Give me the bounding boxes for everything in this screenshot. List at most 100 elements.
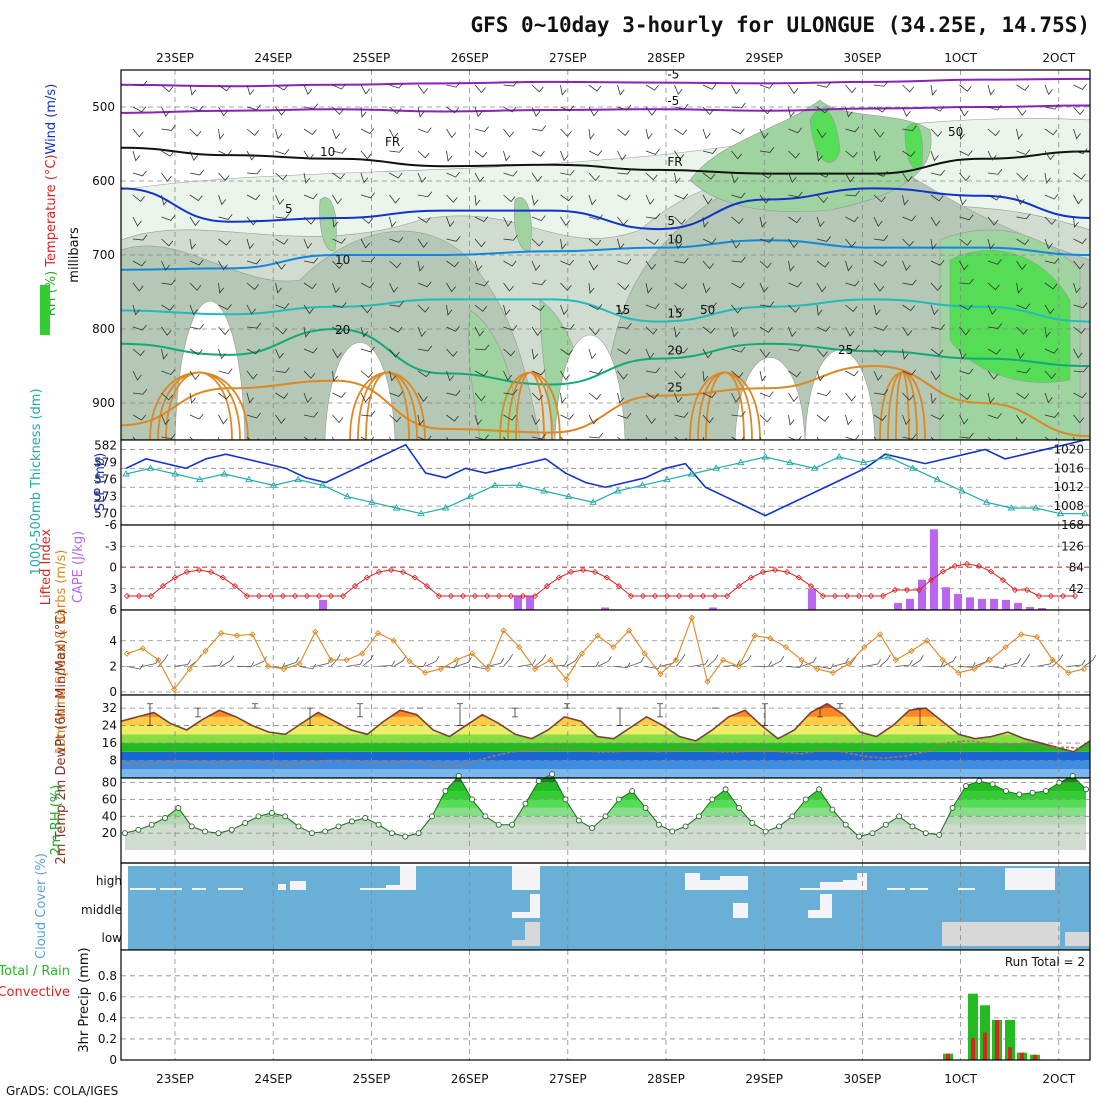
wind-speed-marker xyxy=(563,676,570,683)
y-tick-label: 582 xyxy=(94,439,117,453)
cloud-middle-block xyxy=(820,894,832,918)
rh-marker xyxy=(762,828,769,835)
wind-barb xyxy=(930,105,945,112)
wind-barb xyxy=(332,148,347,154)
wind-barb xyxy=(930,150,939,162)
cloud-low-block xyxy=(525,922,540,946)
wind-barb xyxy=(246,168,262,175)
isotherm--5 xyxy=(121,77,1090,88)
cape-bar xyxy=(514,595,522,610)
y-tick-label: 80 xyxy=(102,776,117,790)
wind-barb xyxy=(674,326,681,338)
wind-barb xyxy=(930,170,946,176)
thickness-marker xyxy=(195,475,204,483)
surface-wind-barb xyxy=(205,660,223,667)
cloud-middle-block xyxy=(808,910,820,918)
wind-barb xyxy=(389,106,402,115)
wind-barb xyxy=(873,106,887,113)
thickness-marker xyxy=(786,458,794,466)
cloud-high-block xyxy=(958,888,975,890)
rh-marker xyxy=(936,831,943,838)
wind-barb xyxy=(446,150,453,162)
warm-isotherm xyxy=(515,371,545,440)
wind-barb xyxy=(275,348,284,359)
surface-wind-barb xyxy=(738,655,752,667)
wind-barb xyxy=(1016,106,1027,116)
rh-marker xyxy=(589,825,596,832)
wind-barb xyxy=(731,326,739,338)
wind-barb xyxy=(332,194,342,205)
wind-barb xyxy=(189,348,203,356)
run-total: Run Total = 2 xyxy=(1005,955,1085,969)
wind-speed-line xyxy=(126,615,1085,691)
wind-barb xyxy=(446,348,458,358)
wind-barb xyxy=(417,106,425,118)
isotherm-label: 10 xyxy=(667,233,682,247)
contour-label: 5 xyxy=(285,202,293,216)
wind-barb xyxy=(930,304,939,316)
wind-barb xyxy=(759,172,773,179)
wind-barb xyxy=(987,348,1001,355)
wind-barb xyxy=(360,326,369,338)
wind-barb xyxy=(1073,216,1079,228)
cape-bar xyxy=(808,588,816,610)
wind-barb xyxy=(246,150,257,161)
li-marker xyxy=(567,568,575,576)
thickness-marker xyxy=(1056,509,1065,517)
wind-barb xyxy=(1016,194,1025,205)
wind-barb xyxy=(645,303,660,310)
wind-barb xyxy=(788,370,802,378)
li-marker xyxy=(315,592,323,600)
wind-speed-marker xyxy=(735,663,742,670)
wind-barb xyxy=(360,84,371,95)
wind-barb xyxy=(645,282,653,294)
wind-barb xyxy=(645,260,657,270)
bottom-date-label: 30SEP xyxy=(844,1072,882,1086)
wind-barb xyxy=(389,260,402,269)
wind-barb xyxy=(902,84,915,93)
surface-wind-barb xyxy=(785,662,804,668)
thickness-marker xyxy=(343,492,352,500)
wind-barb xyxy=(360,172,369,184)
wind-barb xyxy=(645,367,661,374)
wind-barb xyxy=(474,392,486,402)
y-tick-label: 126 xyxy=(1061,539,1084,553)
wind-barb xyxy=(816,348,828,358)
rh-marker xyxy=(682,823,689,830)
cape-bar xyxy=(918,579,926,610)
wind-barb xyxy=(816,282,827,293)
wind-barb xyxy=(959,194,967,206)
wind-barb xyxy=(873,282,885,292)
wind-barb xyxy=(702,326,716,334)
top-date-label: 28SEP xyxy=(647,51,685,65)
rh-marker xyxy=(829,806,836,813)
y-tick-label: 0.6 xyxy=(98,990,117,1004)
wind-barb xyxy=(845,260,853,272)
wind-speed-marker xyxy=(594,632,601,639)
wind-speed-marker xyxy=(359,650,366,657)
wind-barb xyxy=(902,260,911,272)
bottom-date-label: 1OCT xyxy=(944,1072,977,1086)
li-marker xyxy=(375,568,383,576)
wind-barb xyxy=(389,128,399,139)
rh-marker xyxy=(869,830,876,837)
thickness-marker xyxy=(810,464,819,471)
rh-marker xyxy=(135,826,142,833)
rh-marker xyxy=(1002,788,1009,795)
wind-barb xyxy=(788,345,803,352)
thickness-marker xyxy=(245,475,253,483)
series-Thickness xyxy=(125,456,1085,515)
wind-barb xyxy=(959,304,973,311)
wind-barb xyxy=(332,216,339,228)
thickness-marker xyxy=(269,481,278,488)
wind-barb xyxy=(218,260,228,271)
wind-barb xyxy=(161,238,174,247)
rh-contour-fill xyxy=(904,123,923,169)
wind-barb xyxy=(303,370,316,379)
isotherm-20 xyxy=(121,327,1090,386)
wind-barb xyxy=(930,414,945,420)
wind-barb xyxy=(816,370,825,382)
wind-barb xyxy=(1016,84,1030,91)
wind-barb xyxy=(503,216,513,227)
wind-barb xyxy=(873,304,881,316)
